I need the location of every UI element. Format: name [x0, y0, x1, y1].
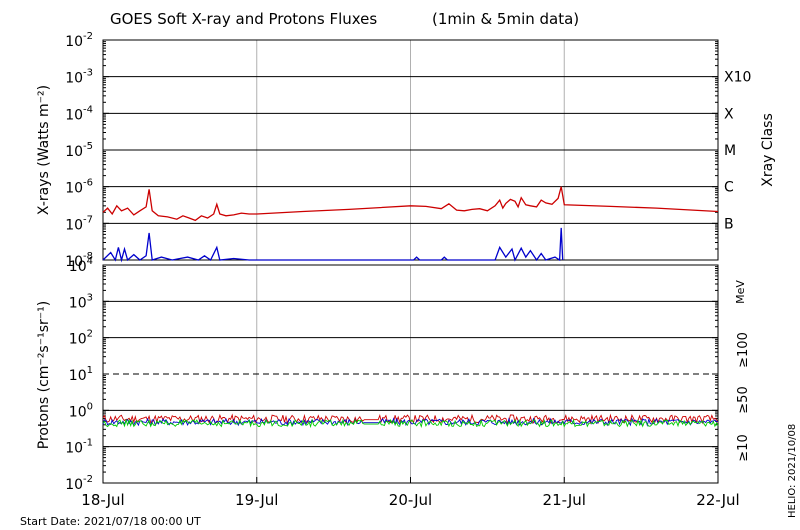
xray-class-x: X [724, 106, 734, 122]
protons-ylabel: Protons (cm⁻²s⁻¹sr⁻¹) [36, 301, 52, 450]
x-tick-label: 21-Jul [543, 491, 586, 509]
start-date-label: Start Date: 2021/07/18 00:00 UT [20, 515, 201, 528]
xray-class-c: C [724, 180, 734, 196]
xray-short-series [102, 227, 564, 263]
protons-y-tick-label: 10-2 [65, 474, 93, 493]
chart-title: GOES Soft X-ray and Protons Fluxes [110, 10, 377, 28]
protons-energy-unit: MeV [734, 280, 747, 304]
protons-y-tick-label: 102 [69, 329, 93, 348]
xray-y-tick-label: 10-2 [65, 31, 93, 50]
x-axis: 18-Jul 19-Jul 20-Jul 21-Jul 22-Jul [81, 477, 740, 509]
protons-legend-entry: ≥10 [736, 434, 751, 461]
xray-y-tick-label: 10-3 [65, 68, 93, 87]
x-tick-label: 19-Jul [235, 491, 278, 509]
xray-ylabel: X-rays (Watts m⁻²) [36, 85, 52, 215]
protons-legend-entry: ≥50 [736, 386, 751, 413]
xray-class-m: M [724, 143, 736, 159]
xray-y-tick-label: 10-5 [65, 141, 93, 160]
chart-subtitle: (1min & 5min data) [432, 10, 579, 28]
protons-panel: 10-2 10-1 100 101 102 103 104 ≥10 ≥50 ≥100 MeV [65, 256, 751, 493]
protons-y-tick-label: 100 [69, 401, 93, 420]
xray-panel: 10-8 10-7 10-6 10-5 10-4 10-3 10-2 B C M X X10 [65, 31, 751, 270]
xray-y-tick-label: 10-6 [65, 178, 93, 197]
protons-y-tick-label: 104 [69, 256, 93, 275]
xray-class-x10: X10 [724, 70, 751, 86]
x-tick-label: 22-Jul [696, 491, 739, 509]
xray-class-label: Xray Class [760, 113, 776, 187]
protons-y-tick-label: 101 [69, 365, 93, 384]
protons-series-100mev [102, 418, 719, 429]
protons-legend-entry: ≥100 [736, 332, 751, 368]
xray-long-series [102, 186, 719, 222]
xray-y-tick-label: 10-7 [65, 214, 93, 233]
xray-class-b: B [724, 216, 734, 232]
x-tick-label: 20-Jul [389, 491, 432, 509]
xray-y-tick-label: 10-8 [65, 251, 93, 270]
x-tick-label: 18-Jul [81, 491, 124, 509]
protons-y-tick-label: 10-1 [65, 438, 93, 457]
protons-y-tick-label: 103 [69, 292, 93, 311]
credit-label: HELIO: 2021/10/08 [787, 424, 798, 518]
xray-y-tick-label: 10-4 [65, 104, 93, 123]
